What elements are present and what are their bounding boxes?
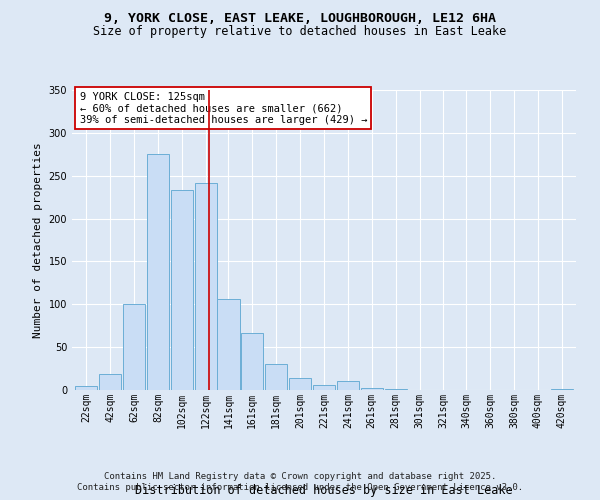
Bar (171, 190, 193, 390)
Bar (361, 388, 383, 390)
Bar (241, 334, 263, 390)
Bar (289, 378, 311, 390)
Bar (385, 389, 407, 390)
Bar (195, 182, 217, 390)
Text: Contains public sector information licensed under the Open Government Licence v3: Contains public sector information licen… (77, 484, 523, 492)
Text: 9 YORK CLOSE: 125sqm
← 60% of detached houses are smaller (662)
39% of semi-deta: 9 YORK CLOSE: 125sqm ← 60% of detached h… (80, 92, 367, 124)
Y-axis label: Number of detached properties: Number of detached properties (33, 142, 43, 338)
Text: Size of property relative to detached houses in East Leake: Size of property relative to detached ho… (94, 25, 506, 38)
Bar (217, 299, 239, 390)
X-axis label: Distribution of detached houses by size in East Leake: Distribution of detached houses by size … (135, 484, 513, 496)
Bar (99, 374, 121, 390)
Bar (75, 386, 97, 390)
Bar (551, 389, 573, 390)
Text: Contains HM Land Registry data © Crown copyright and database right 2025.: Contains HM Land Registry data © Crown c… (104, 472, 496, 481)
Bar (147, 154, 169, 390)
Bar (123, 304, 145, 390)
Bar (313, 385, 335, 390)
Text: 9, YORK CLOSE, EAST LEAKE, LOUGHBOROUGH, LE12 6HA: 9, YORK CLOSE, EAST LEAKE, LOUGHBOROUGH,… (104, 12, 496, 26)
Bar (337, 382, 359, 390)
Bar (265, 364, 287, 390)
